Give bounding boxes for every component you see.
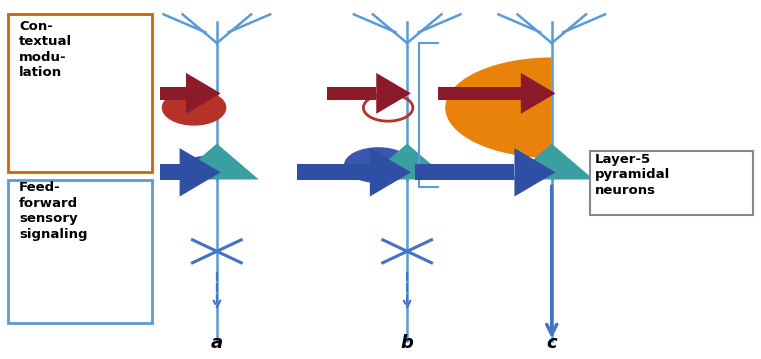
Text: a: a [211,334,223,352]
Polygon shape [521,73,556,114]
Bar [160,164,180,180]
Ellipse shape [344,147,412,183]
Ellipse shape [186,156,221,174]
Polygon shape [175,144,259,180]
FancyBboxPatch shape [590,151,753,215]
Polygon shape [180,148,221,197]
Polygon shape [365,144,449,180]
Polygon shape [370,148,411,197]
Text: Layer-5
pyramidal
neurons: Layer-5 pyramidal neurons [595,153,670,197]
Polygon shape [376,73,411,114]
Bar [327,87,376,100]
FancyBboxPatch shape [8,14,152,172]
Polygon shape [186,73,221,114]
Text: Con-
textual
modu-
lation: Con- textual modu- lation [19,20,72,79]
Ellipse shape [161,90,227,126]
FancyBboxPatch shape [8,180,152,323]
Text: Feed-
forward
sensory
signaling: Feed- forward sensory signaling [19,181,88,241]
Polygon shape [510,144,594,180]
Bar [160,87,186,100]
Bar [415,164,514,180]
Wedge shape [445,57,552,158]
Bar [297,164,370,180]
Polygon shape [514,148,556,197]
Text: c: c [546,334,557,352]
Text: b: b [401,334,413,352]
Bar [438,87,521,100]
